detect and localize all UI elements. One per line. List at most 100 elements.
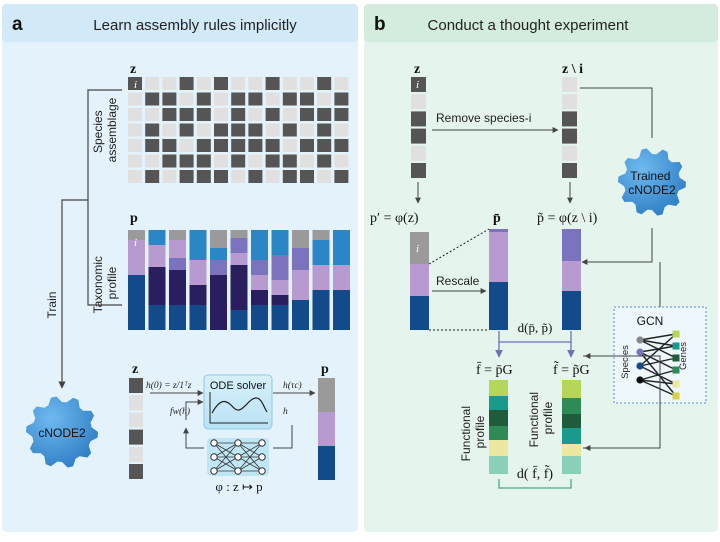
- ode-solver-label: ODE solver: [210, 380, 267, 392]
- bottom-z-label: z: [132, 362, 138, 377]
- f-bar-functional-bar: [489, 380, 508, 474]
- grid-z-label: z: [130, 62, 136, 77]
- grid-cell: [196, 123, 211, 137]
- cnode2-label: cNODE2: [38, 426, 86, 440]
- taxa-segment: [312, 265, 330, 290]
- taxa-segment: [271, 280, 289, 295]
- f-bar-segment: [489, 426, 508, 440]
- taxa-segment: [210, 248, 227, 260]
- b-z-i-label: i: [416, 79, 419, 91]
- gcn-edge: [639, 351, 677, 371]
- species-assemblage-grid: [128, 77, 349, 183]
- gcn-gene-node: [672, 380, 680, 388]
- functional-label-right: Functional profile: [527, 389, 555, 448]
- grid-cell: [231, 108, 246, 121]
- bottom-p-bar: [318, 378, 335, 480]
- z-minus-i-cell: [562, 163, 577, 178]
- z-cell: [129, 464, 143, 479]
- b-z-column: [411, 77, 426, 178]
- z-cell: [411, 111, 426, 127]
- taxa-segment: [210, 260, 227, 275]
- species-label: Species assemblage: [91, 97, 119, 162]
- f-bar-segment: [489, 456, 508, 474]
- grid-cell: [334, 92, 349, 106]
- taxa-segment: [312, 240, 330, 265]
- grid-cell: [334, 108, 349, 121]
- taxa-segment: [189, 260, 207, 285]
- gcn-label: GCN: [637, 314, 664, 328]
- taxa-segment: [169, 305, 186, 330]
- panel-a-letter: a: [12, 14, 23, 35]
- grid-cell: [128, 77, 142, 90]
- gcn-edge: [639, 339, 677, 347]
- grid-cell: [196, 170, 211, 183]
- grid-cell: [145, 170, 160, 183]
- taxa-segment: [148, 230, 166, 245]
- grid-cell: [317, 108, 332, 121]
- z-cell: [411, 145, 426, 161]
- grid-cell: [282, 154, 297, 168]
- grid-cell: [231, 123, 246, 137]
- phi-equation: φ : z ↦ p: [215, 479, 262, 494]
- grid-cell: [162, 139, 177, 152]
- nnet-node: [234, 439, 242, 447]
- z-cell: [129, 429, 143, 445]
- d-p-equation: d(p̄, p̃): [518, 320, 553, 335]
- grid-cell: [317, 92, 332, 106]
- gcn-edge: [639, 345, 677, 353]
- bottom-z-column: [129, 378, 143, 479]
- f-tilde-segment: [562, 380, 581, 398]
- gcn-species-node: [636, 376, 644, 384]
- grid-cell: [248, 123, 263, 137]
- gcn-bipartite-graph: [636, 330, 680, 400]
- taxa-segment: [230, 310, 248, 330]
- taxa-segment: [271, 305, 289, 330]
- d-p-bracket: [498, 331, 572, 343]
- taxa-segment: [189, 230, 207, 260]
- taxa-segment: [292, 248, 309, 270]
- grid-cell: [231, 92, 246, 106]
- grid-cell: [162, 77, 177, 90]
- taxa-segment: [169, 240, 186, 258]
- panel-a-header: [2, 4, 358, 42]
- grid-cell: [162, 123, 177, 137]
- taxa-segment: [333, 230, 350, 265]
- b-z-label: z: [414, 62, 420, 77]
- nnet-edge: [237, 442, 263, 472]
- grid-cell: [196, 154, 211, 168]
- p-bar-label: p̄: [493, 211, 501, 226]
- grid-cell: [265, 139, 280, 152]
- fw-equation: fw(h): [170, 406, 190, 417]
- grid-cell: [162, 92, 177, 106]
- taxa-segment: [230, 238, 248, 253]
- ode-curve: [211, 397, 268, 414]
- f-tilde-functional-bar: [562, 380, 581, 474]
- grid-cell: [179, 123, 194, 137]
- grid-cell: [282, 108, 297, 121]
- htau-equation: h(τc): [283, 380, 302, 391]
- f-bar-segment: [489, 440, 508, 456]
- nnet-node: [258, 467, 266, 475]
- grid-cell: [334, 170, 349, 183]
- grid-cell: [179, 139, 194, 152]
- grid-cell: [334, 77, 349, 90]
- grid-cell: [300, 154, 314, 168]
- taxa-i-label: i: [134, 237, 137, 249]
- grid-cell: [317, 139, 332, 152]
- nnet-node: [210, 439, 218, 447]
- h0-equation: h(0) = z/1ᵀz: [146, 380, 192, 391]
- grid-cell: [128, 123, 142, 137]
- grid-cell: [282, 77, 297, 90]
- gcn-edge: [639, 351, 677, 397]
- taxa-segment: [128, 230, 145, 240]
- grid-cell: [214, 154, 228, 168]
- panel-b-title: Conduct a thought experiment: [428, 17, 630, 34]
- grid-cell: [179, 154, 194, 168]
- f-tilde-segment: [562, 414, 581, 428]
- gcn-gene-node: [672, 366, 680, 374]
- taxa-segment: [210, 230, 227, 248]
- z-cell: [129, 378, 143, 393]
- z-minus-i-cell: [562, 94, 577, 110]
- nnet-edge: [237, 456, 263, 472]
- grid-cell: [196, 77, 211, 90]
